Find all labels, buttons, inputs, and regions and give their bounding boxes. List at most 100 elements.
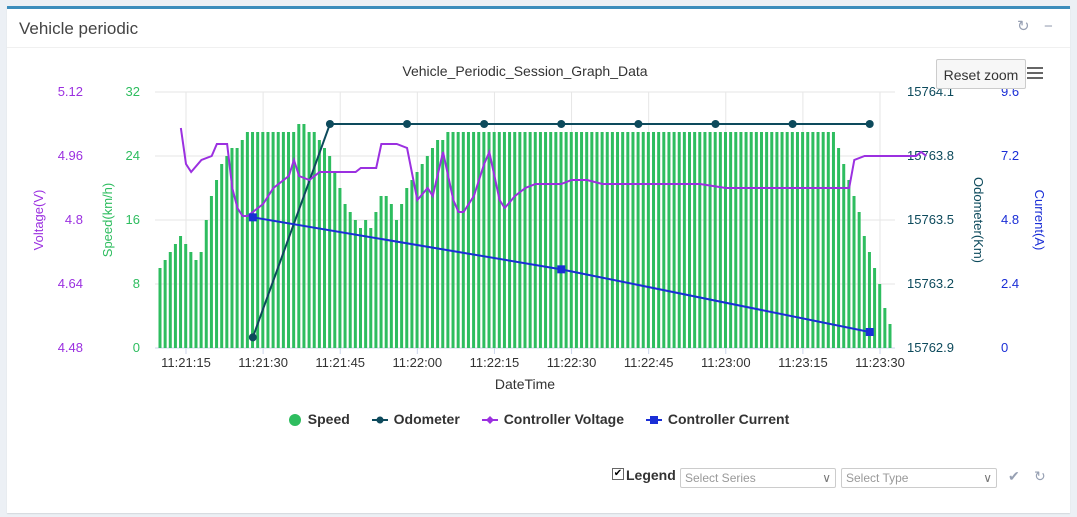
y-tick-label-voltage: 4.8 bbox=[65, 212, 83, 227]
speed-bar bbox=[847, 180, 851, 348]
speed-bar bbox=[394, 220, 398, 348]
speed-bar bbox=[729, 132, 733, 348]
select-type-placeholder: Select Type bbox=[846, 471, 909, 485]
speed-bar bbox=[821, 132, 825, 348]
reset-zoom-button[interactable]: Reset zoom bbox=[936, 59, 1026, 89]
y-tick-label-odometer: 15762.9 bbox=[907, 340, 954, 355]
speed-bar bbox=[862, 236, 866, 348]
speed-bar bbox=[873, 268, 877, 348]
x-tick-label: 11:23:30 bbox=[855, 355, 905, 370]
chart-title: Vehicle_Periodic_Session_Graph_Data bbox=[402, 63, 647, 79]
speed-bar bbox=[600, 132, 604, 348]
x-tick-label: 11:23:15 bbox=[778, 355, 828, 370]
line-diamond-marker-icon bbox=[481, 416, 498, 425]
speed-bar bbox=[487, 132, 491, 348]
x-tick-label: 11:22:45 bbox=[624, 355, 674, 370]
x-axis-title: DateTime bbox=[495, 376, 555, 392]
speed-bar bbox=[441, 140, 445, 348]
controller-voltage-line bbox=[179, 127, 927, 217]
speed-bar bbox=[816, 132, 820, 348]
speed-bar bbox=[564, 132, 568, 348]
minimize-icon[interactable]: − bbox=[1044, 18, 1053, 35]
select-type-dropdown[interactable]: Select Type ∨ bbox=[841, 468, 997, 488]
speed-bar bbox=[420, 164, 424, 348]
speed-bar bbox=[307, 132, 311, 348]
y-tick-label-voltage: 4.48 bbox=[58, 340, 83, 355]
chart-legend: Speed Odometer Controller Voltage Contro… bbox=[7, 411, 1070, 427]
speed-bar bbox=[616, 132, 620, 348]
speed-bar bbox=[749, 132, 753, 348]
y-tick-label-speed: 16 bbox=[126, 212, 140, 227]
odometer-point bbox=[788, 120, 797, 128]
legend-item-odometer[interactable]: Odometer bbox=[371, 411, 460, 427]
legend-item-controller-current[interactable]: Controller Current bbox=[645, 411, 789, 427]
speed-bar bbox=[173, 244, 177, 348]
y-tick-label-odometer: 15763.5 bbox=[907, 212, 954, 227]
odometer-point bbox=[480, 120, 489, 128]
speed-bar bbox=[348, 212, 352, 348]
legend-item-controller-voltage[interactable]: Controller Voltage bbox=[481, 411, 624, 427]
speed-bar bbox=[883, 308, 887, 348]
speed-bar bbox=[523, 132, 527, 348]
y-tick-label-current: 2.4 bbox=[1001, 276, 1019, 291]
speed-bar bbox=[585, 132, 589, 348]
speed-bar bbox=[554, 132, 558, 348]
legend-label: Speed bbox=[307, 411, 350, 427]
speed-bar bbox=[353, 220, 357, 348]
select-series-dropdown[interactable]: Select Series ∨ bbox=[680, 468, 836, 488]
y-tick-label-speed: 8 bbox=[133, 276, 140, 291]
check-icon[interactable]: ✔ bbox=[1008, 468, 1020, 484]
chevron-down-icon: ∨ bbox=[822, 471, 831, 485]
speed-bar bbox=[693, 132, 697, 348]
speed-bar bbox=[646, 132, 650, 348]
speed-bar bbox=[323, 148, 327, 348]
speed-bar bbox=[888, 324, 892, 348]
speed-bar bbox=[677, 132, 681, 348]
speed-bar bbox=[641, 132, 645, 348]
speed-bar bbox=[765, 132, 769, 348]
speed-bar bbox=[595, 132, 599, 348]
speed-bar bbox=[271, 132, 275, 348]
speed-bar bbox=[559, 132, 563, 348]
speed-bar bbox=[657, 132, 661, 348]
speed-bar bbox=[744, 132, 748, 348]
speed-bar bbox=[775, 132, 779, 348]
controller-current-point bbox=[248, 213, 257, 222]
speed-bar bbox=[708, 132, 712, 348]
speed-bar bbox=[415, 172, 419, 348]
odometer-point bbox=[325, 120, 334, 128]
speed-bar bbox=[199, 252, 203, 348]
speed-bar bbox=[878, 284, 882, 348]
legend-item-speed[interactable]: Speed bbox=[288, 411, 350, 427]
y-tick-label-speed: 24 bbox=[126, 148, 140, 163]
legend-checkbox[interactable]: ✔ bbox=[612, 468, 624, 480]
speed-bar bbox=[826, 132, 830, 348]
speed-bar bbox=[466, 132, 470, 348]
speed-bar bbox=[477, 132, 481, 348]
refresh-icon[interactable]: ↻ bbox=[1017, 18, 1030, 35]
legend-label: Controller Voltage bbox=[503, 411, 624, 427]
hamburger-menu-icon[interactable] bbox=[1027, 67, 1043, 81]
speed-bar bbox=[513, 132, 517, 348]
speed-bar bbox=[358, 228, 362, 348]
odometer-point bbox=[865, 120, 874, 128]
speed-bar bbox=[759, 132, 763, 348]
speed-bar bbox=[451, 132, 455, 348]
speed-bar bbox=[652, 132, 656, 348]
speed-bar bbox=[688, 132, 692, 348]
speed-bar bbox=[472, 132, 476, 348]
speed-bar bbox=[400, 204, 404, 348]
line-dot-marker-icon bbox=[371, 416, 388, 424]
speed-bar bbox=[672, 132, 676, 348]
speed-bar bbox=[723, 132, 727, 348]
speed-bar bbox=[369, 228, 373, 348]
speed-bar bbox=[533, 132, 537, 348]
refresh-icon[interactable]: ↻ bbox=[1034, 468, 1046, 484]
speed-bar bbox=[405, 188, 409, 348]
speed-bar bbox=[857, 212, 861, 348]
speed-bar bbox=[610, 132, 614, 348]
speed-bar bbox=[867, 252, 871, 348]
speed-bar bbox=[667, 132, 671, 348]
speed-bar bbox=[209, 196, 213, 348]
speed-bar bbox=[179, 236, 183, 348]
